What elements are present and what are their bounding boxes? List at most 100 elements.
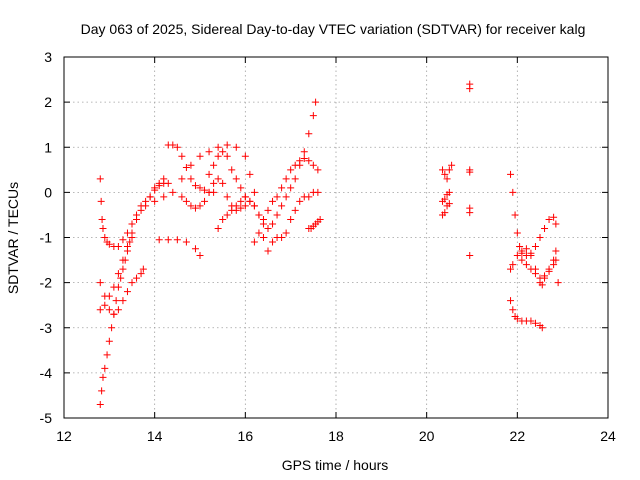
- y-tick-label: -5: [40, 410, 53, 426]
- series-track-8: [178, 175, 249, 214]
- data-point: [531, 319, 539, 327]
- y-tick-label: 0: [44, 184, 52, 200]
- data-point: [119, 256, 127, 264]
- data-point: [223, 193, 231, 201]
- series-track-20: [507, 245, 560, 289]
- data-point: [264, 206, 272, 214]
- data-point: [278, 184, 286, 192]
- data-point: [228, 206, 236, 214]
- data-point: [250, 238, 258, 246]
- data-point: [264, 224, 272, 232]
- data-point: [466, 168, 474, 176]
- gridlines: [64, 57, 608, 418]
- data-point: [259, 234, 267, 241]
- data-point: [228, 166, 236, 174]
- data-point: [282, 229, 290, 237]
- data-point: [518, 247, 526, 255]
- x-tick-label: 16: [238, 428, 254, 444]
- data-point: [550, 213, 558, 221]
- y-tick-label: 3: [44, 49, 52, 65]
- data-point: [187, 175, 195, 183]
- data-point: [316, 215, 324, 223]
- data-point: [123, 243, 131, 251]
- data-point: [196, 202, 204, 210]
- series-track-11: [250, 155, 322, 246]
- data-point: [538, 281, 546, 289]
- data-point: [98, 387, 106, 395]
- data-point: [282, 175, 290, 183]
- data-point: [522, 245, 530, 253]
- data-point: [137, 206, 145, 214]
- data-point: [146, 193, 154, 201]
- data-point: [196, 152, 204, 160]
- data-point: [554, 279, 562, 287]
- x-tick-label: 14: [147, 428, 163, 444]
- data-point: [241, 193, 249, 201]
- data-point: [305, 157, 313, 165]
- data-point: [296, 157, 304, 165]
- data-point: [305, 130, 313, 138]
- data-point: [309, 161, 317, 169]
- data-point: [114, 306, 122, 314]
- data-point: [223, 211, 231, 219]
- data-point: [550, 261, 558, 269]
- data-point: [264, 247, 272, 255]
- data-point: [96, 400, 104, 408]
- data-point: [182, 197, 190, 205]
- series-track-13: [305, 215, 324, 232]
- data-point: [105, 306, 113, 314]
- data-point: [103, 351, 111, 359]
- data-point: [518, 256, 526, 264]
- data-point: [178, 175, 186, 183]
- data-point: [117, 274, 125, 282]
- data-point: [98, 215, 106, 223]
- data-point: [108, 324, 116, 332]
- series-track-16: [439, 200, 453, 219]
- data-point: [214, 175, 222, 183]
- x-tick-label: 22: [510, 428, 526, 444]
- data-point: [282, 193, 290, 201]
- data-point: [232, 202, 240, 210]
- data-point: [196, 252, 204, 260]
- data-point: [142, 202, 150, 210]
- data-point: [246, 170, 254, 178]
- data-point: [259, 215, 267, 223]
- y-tick-label: 1: [44, 139, 52, 155]
- data-point: [191, 182, 199, 190]
- data-point: [205, 148, 213, 156]
- chart-title: Day 063 of 2025, Sidereal Day-to-day VTE…: [81, 21, 586, 37]
- data-point: [139, 265, 147, 273]
- data-point: [511, 211, 519, 219]
- data-point: [96, 175, 104, 183]
- series-track-15: [439, 188, 453, 205]
- data-point: [160, 175, 168, 183]
- data-point: [507, 297, 515, 305]
- data-point: [273, 211, 281, 219]
- data-point: [151, 184, 159, 192]
- data-point: [545, 267, 553, 275]
- x-axis-label: GPS time / hours: [282, 457, 389, 473]
- data-point: [237, 204, 245, 212]
- data-point: [99, 224, 107, 232]
- data-point: [232, 175, 240, 183]
- series-track-19: [507, 170, 560, 260]
- data-point: [531, 243, 539, 251]
- data-point: [133, 274, 141, 282]
- data-point: [441, 195, 449, 203]
- data-point: [278, 202, 286, 210]
- data-point: [178, 193, 186, 201]
- data-point: [545, 215, 553, 223]
- data-point: [287, 166, 295, 174]
- data-point: [527, 317, 535, 325]
- data-point: [541, 272, 549, 280]
- data-point: [507, 265, 515, 273]
- data-point: [119, 297, 127, 305]
- data-point: [509, 261, 517, 269]
- data-point: [552, 220, 560, 228]
- data-point: [210, 161, 218, 169]
- data-point: [105, 337, 113, 345]
- data-point: [250, 202, 258, 210]
- data-point: [552, 247, 560, 255]
- data-point: [509, 306, 517, 314]
- data-point: [219, 179, 227, 187]
